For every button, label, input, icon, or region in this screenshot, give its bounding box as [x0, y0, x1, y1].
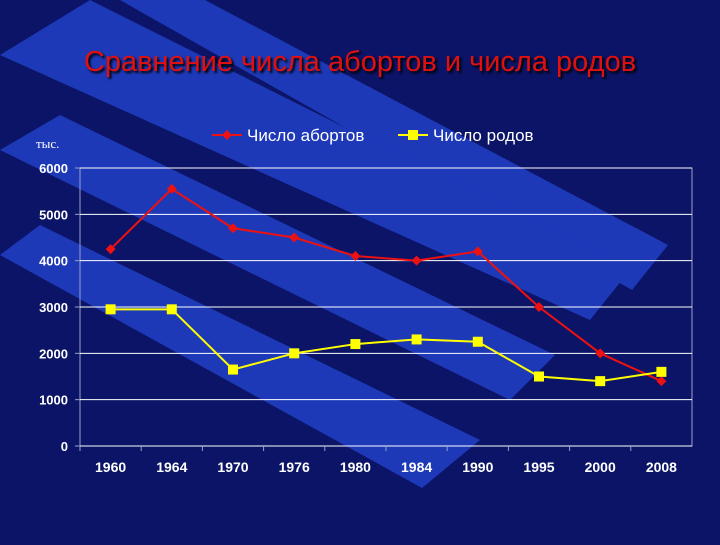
x-tick-label: 2008 [646, 459, 677, 475]
data-point-square [595, 376, 606, 387]
legend-label: Число родов [433, 126, 534, 145]
data-point-square [472, 336, 483, 347]
x-tick-label: 2000 [585, 459, 616, 475]
x-tick-label: 1980 [340, 459, 371, 475]
legend-label: Число абортов [247, 126, 364, 145]
legend-item-abortions: Число абортов [212, 126, 364, 145]
slide-title: Сравнение числа абортов и числа родов [83, 46, 637, 78]
data-point-square [289, 348, 300, 359]
y-tick-label: 3000 [39, 300, 68, 315]
data-point-diamond [595, 348, 606, 359]
legend: Число абортов Число родов [212, 126, 534, 145]
y-tick-label: 6000 [39, 161, 68, 176]
data-point-square [105, 304, 116, 315]
data-point-diamond [105, 244, 116, 255]
x-tick-label: 1995 [523, 459, 554, 475]
series-line [109, 187, 662, 383]
data-point-square [166, 304, 177, 315]
x-tick-label: 1984 [401, 459, 432, 475]
legend-item-births: Число родов [398, 126, 534, 145]
x-tick-label: 1960 [95, 459, 126, 475]
y-tick-label: 5000 [39, 207, 68, 222]
x-tick-label: 1990 [462, 459, 493, 475]
data-point-diamond [411, 255, 422, 266]
x-axis-ticks: 1960 1964 1970 1976 1980 1984 1990 1995 2000 2008 [79, 446, 677, 475]
data-point-diamond [350, 251, 361, 262]
x-tick-label: 1970 [217, 459, 248, 475]
data-point-diamond [166, 183, 177, 194]
data-point-square [411, 334, 422, 345]
y-tick-label: 2000 [39, 346, 68, 361]
x-tick-label: 1964 [156, 459, 187, 475]
unit-label: тыс. [36, 136, 60, 151]
data-point-diamond [472, 246, 483, 257]
data-point-diamond [534, 302, 544, 312]
data-point-diamond [289, 232, 300, 243]
series-line [110, 308, 662, 383]
data-point-square [228, 364, 238, 375]
x-tick-label: 1976 [279, 459, 310, 475]
stripe-1 [120, 0, 668, 290]
data-point-square [656, 366, 667, 377]
legend-marker [222, 130, 232, 140]
legend-marker [408, 130, 418, 140]
y-tick-label: 1000 [39, 393, 68, 408]
y-tick-label: 0 [61, 439, 68, 454]
series-layer [105, 183, 667, 387]
y-tick-label: 4000 [39, 254, 68, 269]
stripe-4 [0, 225, 480, 488]
data-point-diamond [228, 223, 238, 234]
data-point-square [534, 371, 544, 382]
series-abortions [105, 183, 667, 387]
series-births [105, 304, 667, 387]
data-point-square [350, 339, 361, 350]
data-point-diamond [656, 376, 667, 387]
y-axis-ticks: 0 1000 2000 3000 4000 5000 6000 [39, 161, 80, 454]
stripe-2 [0, 0, 630, 320]
stripe-3 [0, 115, 555, 400]
